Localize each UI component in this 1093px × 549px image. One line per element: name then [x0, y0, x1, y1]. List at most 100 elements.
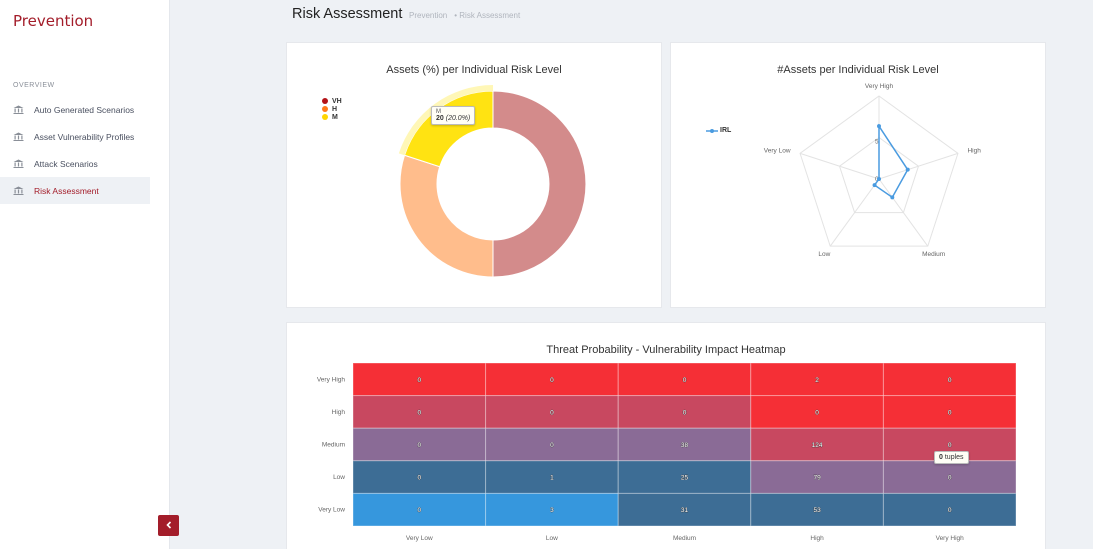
radar-chart: Very High High Medium Low Very Low 5 0: [764, 83, 981, 258]
sidebar-item-asset-vulnerability-profiles[interactable]: Asset Vulnerability Profiles: [0, 123, 150, 150]
legend-label: VH: [332, 97, 342, 105]
radar-axis-line: [878, 152, 959, 180]
legend-dot: [322, 98, 328, 104]
radar-chart-card: #Assets per Individual Risk Level: [670, 42, 1046, 308]
legend-label: M: [332, 113, 338, 121]
radar-axis-line: [799, 152, 880, 180]
breadcrumb-item-prevention[interactable]: Prevention: [409, 11, 448, 20]
heatmap-x-label: Medium: [673, 535, 696, 542]
donut-chart-title: Assets (%) per Individual Risk Level: [386, 64, 562, 76]
heatmap-y-label: High: [332, 409, 346, 416]
legend-item-h[interactable]: H: [322, 105, 342, 113]
heatmap-cell[interactable]: [352, 492, 487, 527]
heatmap-cell-label: 0: [550, 377, 554, 384]
bank-icon: [13, 186, 24, 195]
heatmap-cell[interactable]: [485, 492, 619, 527]
donut-slice-vh[interactable]: [492, 90, 587, 278]
radar-point-very-high[interactable]: [877, 124, 881, 129]
breadcrumb: Prevention • Risk Assessment: [409, 11, 520, 20]
radar-axis-line: [829, 178, 880, 247]
heatmap-x-label: Very Low: [406, 535, 433, 542]
heatmap-cell-label: 0: [948, 442, 952, 449]
tooltip-percent: (20.0%): [445, 115, 471, 122]
tooltip-value: 20: [436, 115, 444, 122]
heatmap-cell[interactable]: [352, 395, 487, 429]
bank-icon: [13, 132, 24, 141]
radar-series-line-irl[interactable]: [873, 123, 909, 199]
breadcrumb-item-current: • Risk Assessment: [454, 11, 521, 20]
heatmap-cell-label: 0: [948, 507, 952, 514]
heatmap-cell[interactable]: [882, 395, 1017, 429]
sidebar: Prevention OVERVIEW Auto Generated Scena…: [0, 0, 170, 549]
heatmap-cell-label: 0: [417, 409, 421, 416]
heatmap-cell[interactable]: [352, 460, 487, 494]
heatmap-cell-label: 0: [948, 409, 952, 416]
donut-chart: [398, 85, 587, 278]
donut-slice-h[interactable]: [399, 154, 494, 278]
heatmap-cell[interactable]: [352, 362, 487, 397]
heatmap-cell[interactable]: [617, 492, 752, 527]
heatmap-tooltip: 0 tuples: [934, 451, 969, 464]
heatmap-cell[interactable]: [750, 492, 884, 527]
radar-axis-label: Low: [818, 251, 830, 258]
heatmap-cell-label: 124: [812, 442, 823, 449]
radar-legend[interactable]: IRL: [706, 127, 731, 134]
heatmap-cell[interactable]: [617, 395, 752, 429]
heatmap-cell[interactable]: [485, 427, 619, 462]
page-title: Risk Assessment: [292, 6, 403, 22]
chevron-left-icon: [165, 520, 173, 532]
radar-point-low[interactable]: [872, 183, 877, 188]
radar-tick-label: 0: [875, 176, 879, 183]
heatmap-y-label: Very Low: [318, 507, 345, 514]
donut-slice-hover-halo: [398, 85, 493, 156]
heatmap-cell[interactable]: [750, 427, 884, 462]
sidebar-item-label: Asset Vulnerability Profiles: [34, 131, 135, 142]
sidebar-item-label: Attack Scenarios: [34, 158, 98, 169]
heatmap-x-label: Very High: [936, 535, 965, 542]
legend-label: H: [332, 105, 338, 113]
radar-point-very-low[interactable]: [877, 177, 881, 181]
legend-item-vh[interactable]: VH: [322, 97, 342, 105]
heatmap-cell[interactable]: [617, 362, 752, 397]
heatmap-cell-label: 0: [683, 377, 687, 384]
tooltip-series-name: M: [436, 109, 441, 115]
legend-item-m[interactable]: M: [322, 113, 342, 121]
heatmap-cell-label: 0: [417, 377, 421, 384]
heatmap-cell[interactable]: [485, 362, 619, 397]
radar-point-high[interactable]: [905, 167, 910, 172]
sidebar-nav: Auto Generated Scenarios Asset Vulnerabi…: [0, 96, 150, 204]
heatmap-x-label: Low: [546, 535, 558, 542]
heatmap-cell-label: 3: [550, 507, 554, 514]
heatmap-tooltip-unit: tuples: [944, 454, 964, 461]
sidebar-item-auto-generated-scenarios[interactable]: Auto Generated Scenarios: [0, 96, 150, 123]
radar-axis-label: Very High: [865, 83, 894, 90]
radar-point-medium[interactable]: [890, 195, 895, 200]
sidebar-item-attack-scenarios[interactable]: Attack Scenarios: [0, 150, 150, 177]
heatmap-cell[interactable]: [882, 362, 1017, 397]
heatmap-cell[interactable]: [352, 427, 487, 462]
heatmap-tooltip-value: 0: [939, 454, 943, 461]
radar-chart-title: #Assets per Individual Risk Level: [777, 64, 939, 76]
heatmap-cell[interactable]: [882, 492, 1017, 527]
heatmap-title: Threat Probability - Vulnerability Impac…: [546, 344, 786, 356]
sidebar-collapse-button[interactable]: [158, 515, 179, 536]
legend-dot: [322, 106, 328, 112]
heatmap-cell-label: 31: [681, 507, 689, 514]
heatmap-cell[interactable]: [617, 427, 752, 462]
heatmap-cell[interactable]: [750, 395, 884, 429]
heatmap-cell-label: 79: [813, 475, 821, 482]
heatmap-cell-label: 0: [550, 442, 554, 449]
heatmap-cell-label: 25: [681, 475, 689, 482]
heatmap-y-label: Low: [333, 474, 345, 481]
sidebar-item-label: Auto Generated Scenarios: [34, 104, 135, 115]
heatmap-cell-label: 53: [813, 507, 821, 514]
radar-axis-label: Very Low: [764, 147, 791, 154]
heatmap-cell-label: 0: [815, 409, 819, 416]
legend-line-marker: [706, 128, 718, 133]
heatmap-x-label: High: [810, 535, 824, 542]
heatmap-cell[interactable]: [485, 460, 619, 494]
bank-icon: [13, 159, 24, 168]
section-label-overview: OVERVIEW: [13, 82, 55, 89]
sidebar-item-risk-assessment[interactable]: Risk Assessment: [0, 177, 150, 204]
donut-legend: VH H M: [322, 97, 342, 121]
